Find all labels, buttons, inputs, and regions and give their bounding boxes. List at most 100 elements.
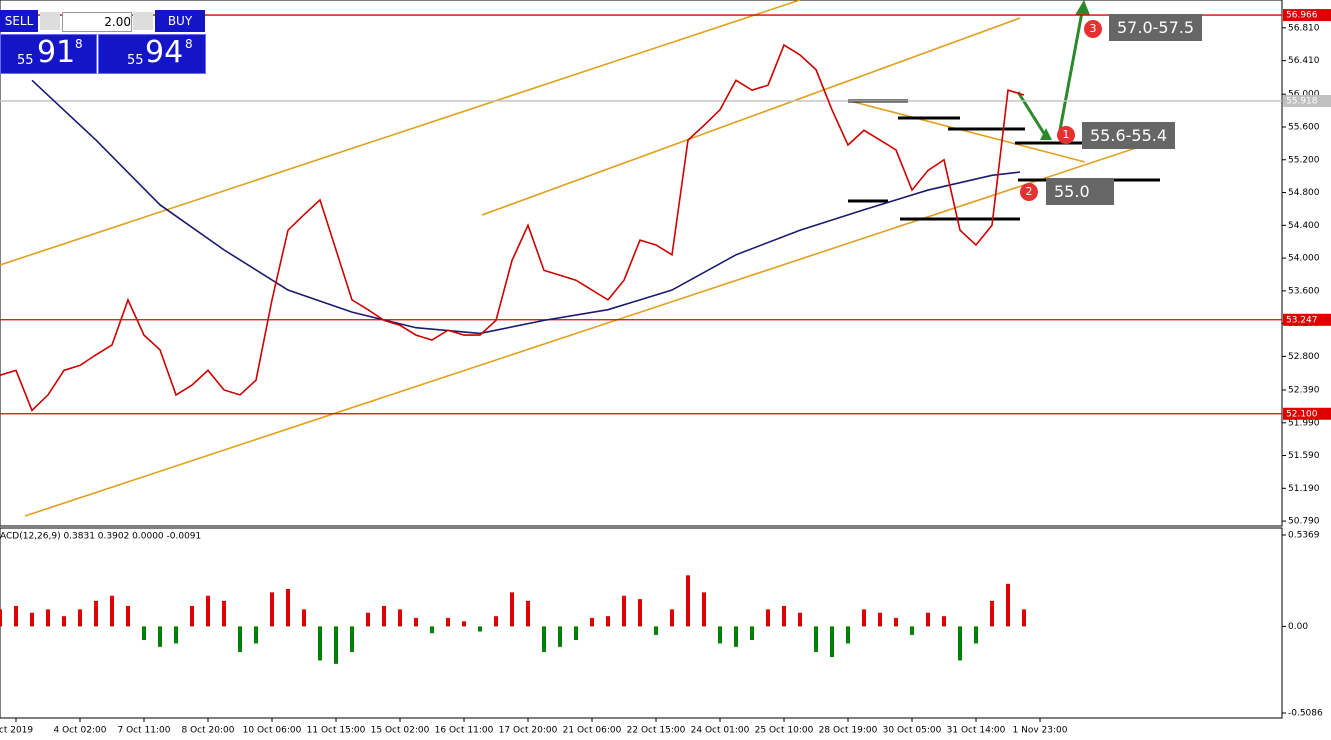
- macd-bar: [814, 626, 818, 652]
- level-tag: [1283, 407, 1331, 420]
- macd-bar: [254, 626, 258, 644]
- macd-bar: [398, 609, 402, 627]
- lot-up[interactable]: [133, 12, 153, 30]
- price-mid: 94: [145, 35, 184, 70]
- level-label: 52.100: [1286, 409, 1318, 419]
- annotation: 57.0-57.5: [1109, 14, 1203, 41]
- price-mid: 91: [37, 35, 76, 70]
- y-tick-label: 55.200: [1288, 155, 1320, 165]
- x-tick-label: 31 Oct 14:00: [947, 726, 1006, 736]
- macd-bar: [270, 592, 274, 627]
- price-small: 8: [75, 37, 83, 51]
- x-tick-label: 16 Oct 11:00: [435, 726, 494, 736]
- level-label: 56.966: [1286, 11, 1318, 21]
- macd-bar: [782, 605, 786, 627]
- y-tick-label: -0.5086: [1288, 708, 1323, 718]
- y-tick-label: 50.790: [1288, 517, 1320, 527]
- macd-bar: [558, 626, 562, 647]
- x-tick-label: 17 Oct 20:00: [499, 726, 558, 736]
- x-tick-label: 24 Oct 01:00: [691, 726, 750, 736]
- macd-bar: [238, 626, 242, 652]
- sell-button[interactable]: SELL: [0, 10, 38, 32]
- price-big: 55: [127, 53, 144, 68]
- x-tick-label: 25 Oct 10:00: [755, 726, 814, 736]
- macd-title: ACD(12,26,9) 0.3831 0.3902 0.0000 -0.009…: [0, 532, 201, 542]
- macd-bar: [446, 617, 450, 627]
- macd-bar: [158, 626, 162, 647]
- buy-price[interactable]: 55 94 8: [98, 34, 206, 74]
- level-tag: [1283, 9, 1331, 22]
- macd-bar: [78, 609, 82, 627]
- macd-bar: [366, 612, 370, 627]
- y-tick-label: 0.00: [1288, 622, 1308, 632]
- macd-bar: [286, 588, 290, 627]
- macd-bar: [30, 612, 34, 627]
- macd-bar: [46, 609, 50, 627]
- y-tick-label: 0.5369: [1288, 530, 1320, 540]
- macd-bar: [126, 605, 130, 627]
- channel: [0, 0, 1161, 517]
- annotation: 55.0: [1046, 178, 1114, 205]
- y-tick-label: 52.390: [1288, 385, 1320, 395]
- macd-bar: [878, 612, 882, 627]
- macd-bar: [590, 617, 594, 627]
- y-tick-label: 56.410: [1288, 56, 1320, 66]
- macd-bar: [894, 617, 898, 627]
- macd-bar: [702, 592, 706, 627]
- macd-bar: [974, 626, 978, 644]
- y-tick-label: 51.590: [1288, 451, 1320, 461]
- y-tick-label: 55.600: [1288, 122, 1320, 132]
- macd-bar: [958, 626, 962, 661]
- macd-bar: [94, 600, 98, 627]
- macd-bar: [190, 605, 194, 627]
- macd-bar: [302, 609, 306, 627]
- macd-bar: [110, 595, 114, 627]
- macd-bar: [990, 600, 994, 627]
- x-tick-label: 28 Oct 19:00: [819, 726, 878, 736]
- x-tick-label: 8 Oct 20:00: [182, 726, 235, 736]
- macd-bar: [206, 595, 210, 627]
- macd-bar: [638, 599, 642, 627]
- lot-input[interactable]: 2.00: [62, 12, 132, 32]
- macd-frame: [0, 527, 1283, 719]
- y-tick-label: 54.400: [1288, 221, 1320, 231]
- price-small: 8: [185, 37, 193, 51]
- x-tick-label: 11 Oct 15:00: [307, 726, 366, 736]
- macd-bar: [846, 626, 850, 644]
- plot: 56.810 56.410 56.000 55.600 55.200 54.800 54.4…: [0, 9, 1331, 736]
- x-tick-label: ct 2019: [0, 726, 33, 736]
- macd-bar: [1022, 609, 1026, 627]
- macd-bar: [526, 600, 530, 627]
- macd-bar: [62, 616, 66, 627]
- annotation-number: 3: [1084, 20, 1102, 38]
- y-tick-label: 52.800: [1288, 352, 1320, 362]
- macd-bar: [382, 605, 386, 627]
- macd-bar: [1006, 583, 1010, 627]
- macd-bar: [798, 612, 802, 627]
- macd-bar: [830, 626, 834, 658]
- macd-bar: [862, 609, 866, 627]
- x-tick-label: 7 Oct 11:00: [118, 726, 171, 736]
- level-label: 53.247: [1286, 315, 1318, 325]
- macd-bar: [606, 616, 610, 627]
- macd-bar: [542, 626, 546, 652]
- lot-down[interactable]: [40, 12, 60, 30]
- macd-bar: [174, 626, 178, 644]
- annotation-number: 1: [1057, 126, 1075, 144]
- macd-bar: [750, 626, 754, 641]
- macd-bar: [574, 626, 578, 641]
- macd-bar: [430, 626, 434, 634]
- arrows: [1016, 0, 1090, 140]
- macd-bar: [318, 626, 322, 661]
- sell-price[interactable]: 55 91 8: [0, 34, 97, 74]
- macd-bar: [222, 600, 226, 627]
- y-tick-label: 54.000: [1288, 254, 1320, 264]
- macd-bar: [414, 617, 418, 627]
- macd-bar: [942, 616, 946, 627]
- buy-button[interactable]: BUY: [155, 10, 205, 32]
- level-tag: [1283, 313, 1331, 326]
- y-tick-label: 53.600: [1288, 286, 1320, 296]
- macd-bar: [622, 595, 626, 627]
- macd-bar: [510, 592, 514, 627]
